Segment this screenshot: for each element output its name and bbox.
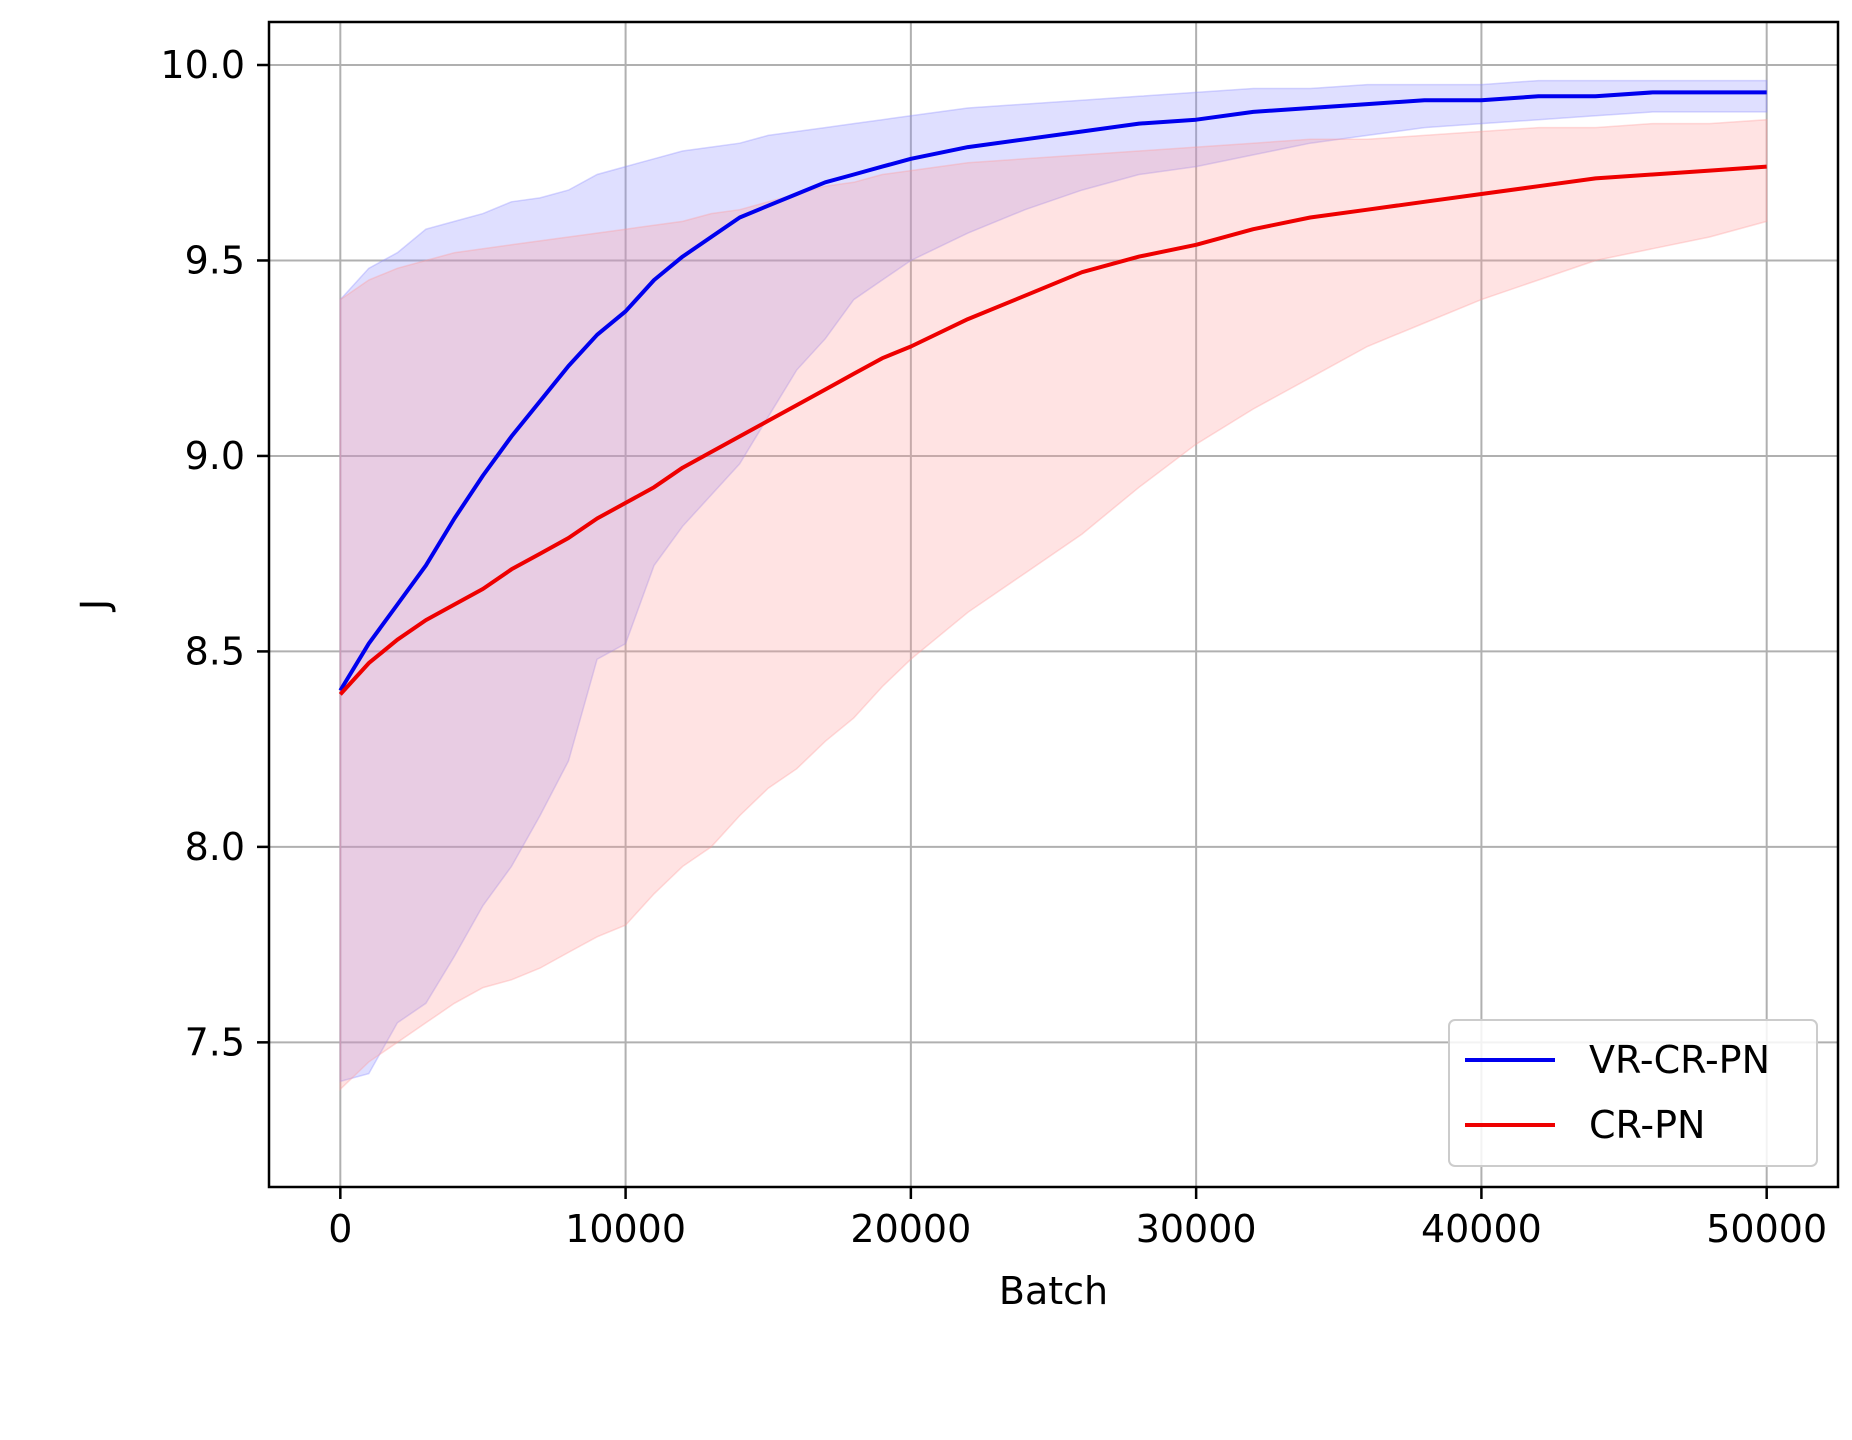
confidence-bands [339, 79, 1768, 1092]
axes-frame [267, 20, 1840, 1189]
legend-label-cr-pn: CR-PN [1589, 1103, 1705, 1147]
x-tick-label-3: 30000 [1136, 1207, 1257, 1251]
x-axis-label: Batch [999, 1269, 1108, 1313]
y-tick-label-3: 9.0 [185, 434, 245, 478]
x-tick-label-5: 50000 [1706, 1207, 1827, 1251]
y-tick-label-4: 9.5 [185, 238, 245, 282]
series-lines [338, 90, 1767, 696]
legend: VR-CR-PN CR-PN [1448, 1019, 1818, 1167]
y-axis-label: J [73, 599, 117, 612]
x-tick-label-1: 10000 [565, 1207, 686, 1251]
y-tick-label-1: 8.0 [185, 825, 245, 869]
series-line-cr-pn [338, 164, 1767, 696]
x-tick-label-2: 20000 [850, 1207, 971, 1251]
series-line-vr-cr-pn [338, 90, 1767, 692]
x-tick-label-4: 40000 [1421, 1207, 1542, 1251]
y-tick-label-0: 7.5 [185, 1020, 245, 1064]
y-tick-label-2: 8.5 [185, 629, 245, 673]
band-cr-pn [339, 118, 1768, 1092]
y-tick-label-5: 10.0 [160, 43, 245, 87]
ticks: 0 10000 20000 30000 40000 50000 7.5 8.0 8.5 9.0 9.… [160, 43, 1827, 1251]
x-tick-label-0: 0 [328, 1207, 352, 1251]
legend-box [1448, 1019, 1818, 1167]
grid [269, 22, 1838, 1187]
legend-label-vr-cr-pn: VR-CR-PN [1589, 1038, 1770, 1082]
band-vr-cr-pn [339, 79, 1768, 1083]
